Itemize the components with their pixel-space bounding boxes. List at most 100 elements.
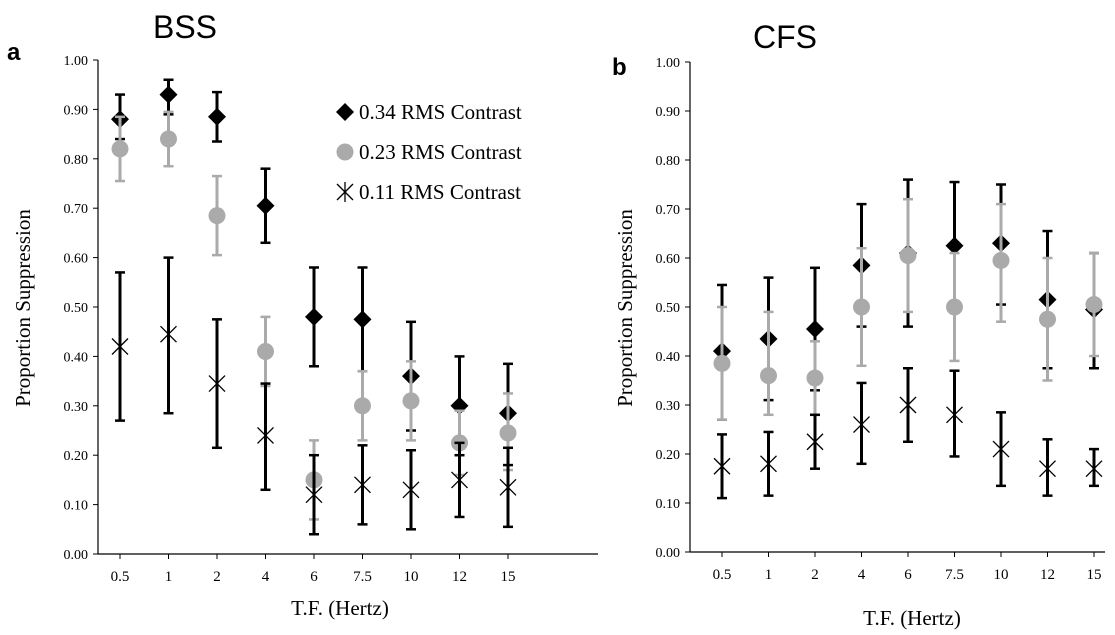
data-point [1085, 458, 1103, 479]
x-tick-label: 1 [165, 569, 173, 585]
x-tick-label: 6 [310, 569, 318, 585]
legend-marker [336, 182, 354, 202]
y-tick-label: 0.00 [64, 548, 89, 563]
data-point [499, 424, 517, 442]
y-tick-label: 0.60 [656, 252, 681, 267]
data-point [1085, 296, 1103, 314]
panel-letter: b [612, 54, 627, 81]
x-tick-label: 10 [404, 569, 419, 585]
x-tick-label: 4 [262, 569, 270, 585]
x-tick-label: 2 [811, 567, 819, 583]
data-point [806, 431, 824, 452]
x-tick-label: 7.5 [945, 567, 964, 583]
x-tick-label: 12 [452, 569, 467, 585]
y-tick-label: 0.80 [656, 154, 681, 169]
data-point [305, 484, 323, 505]
x-tick-label: 12 [1040, 567, 1055, 583]
x-axis-label: T.F. (Hertz) [291, 596, 389, 620]
y-axis-label: Proportion Suppression [613, 209, 637, 407]
legend-marker [336, 103, 354, 121]
data-point [305, 307, 323, 326]
y-tick-label: 0.70 [64, 202, 89, 217]
legend: 0.34 RMS Contrast 0.23 RMS Contrast 0.11 R… [336, 100, 522, 204]
y-tick-label: 0.60 [64, 252, 89, 267]
y-tick-label: 0.10 [656, 497, 681, 512]
data-point [1039, 458, 1056, 479]
data-point [111, 336, 129, 357]
data-point [208, 373, 226, 394]
data-point [946, 298, 963, 316]
data-point [992, 439, 1010, 460]
legend-entry: 0.23 RMS Contrast [359, 140, 522, 164]
data-point [208, 207, 226, 225]
data-point [899, 395, 917, 415]
data-point [402, 479, 420, 500]
legend-entry: 0.11 RMS Contrast [359, 180, 521, 204]
y-tick-label: 0.90 [656, 105, 681, 120]
x-tick-label: 7.5 [353, 569, 372, 585]
y-tick-label: 0.30 [64, 400, 89, 415]
data-point [946, 404, 963, 425]
data-point [257, 342, 274, 360]
error-bar [763, 310, 774, 417]
data-point [899, 247, 917, 265]
legend-marker [336, 143, 354, 161]
x-tick-label: 15 [1087, 567, 1102, 583]
series-2 [713, 197, 1103, 421]
panel-b-cfs: CFS b 0.00 0.10 0.20 0.30 0.40 0.50 0.60 0.70 0.80… [612, 19, 1105, 630]
panel-letter: a [7, 39, 21, 66]
y-tick-label: 0.70 [656, 203, 681, 218]
data-point [160, 130, 177, 148]
data-point [451, 469, 468, 490]
data-point [256, 196, 275, 215]
data-point [354, 474, 371, 495]
data-point [208, 107, 226, 126]
y-tick-label: 0.10 [64, 499, 89, 514]
x-tick-label: 15 [501, 569, 516, 585]
data-point [160, 324, 177, 345]
y-tick-label: 0.40 [656, 350, 681, 365]
y-axis-label: Proportion Suppression [11, 209, 35, 407]
data-point [354, 397, 371, 415]
y-tick-label: 1.00 [656, 56, 681, 71]
data-point [159, 85, 178, 104]
data-point [713, 456, 731, 477]
y-tick-label: 0.30 [656, 399, 681, 414]
data-point [353, 310, 372, 329]
y-tick-label: 1.00 [64, 54, 89, 69]
y-tick-label: 0.80 [64, 153, 89, 168]
x-axis-label: T.F. (Hertz) [863, 606, 961, 630]
data-point [111, 140, 129, 158]
y-tick-label: 0.00 [656, 546, 681, 561]
data-point [257, 425, 274, 446]
y-tick-label: 0.40 [64, 350, 89, 365]
y-tick-label: 0.20 [656, 448, 681, 463]
data-point [1039, 310, 1056, 328]
x-tick-label: 1 [765, 567, 773, 583]
data-point [760, 367, 777, 385]
series-3 [111, 256, 517, 536]
data-point [402, 392, 420, 410]
data-point [499, 477, 517, 498]
x-tick-label: 0.5 [713, 567, 732, 583]
chart-title: BSS [153, 9, 217, 45]
y-tick-label: 0.20 [64, 449, 89, 464]
x-tick-label: 10 [994, 567, 1009, 583]
chart-title: CFS [753, 19, 817, 55]
y-tick-label: 0.90 [64, 103, 89, 118]
series-3 [713, 367, 1103, 500]
data-point [853, 298, 870, 316]
x-tick-label: 4 [858, 567, 866, 583]
x-tick-label: 0.5 [111, 569, 130, 585]
data-point [806, 369, 824, 387]
y-tick-label: 0.50 [64, 301, 89, 316]
data-point [806, 320, 824, 339]
panel-a-bss: BSS a 0.00 0.10 0.20 0.30 0.40 0.50 0.60 0.70 0.80… [7, 9, 598, 620]
data-point [945, 236, 964, 255]
data-point [853, 414, 870, 435]
x-tick-label: 6 [904, 567, 912, 583]
data-point [760, 453, 777, 474]
y-tick-label: 0.50 [656, 301, 681, 316]
data-point [992, 251, 1010, 269]
